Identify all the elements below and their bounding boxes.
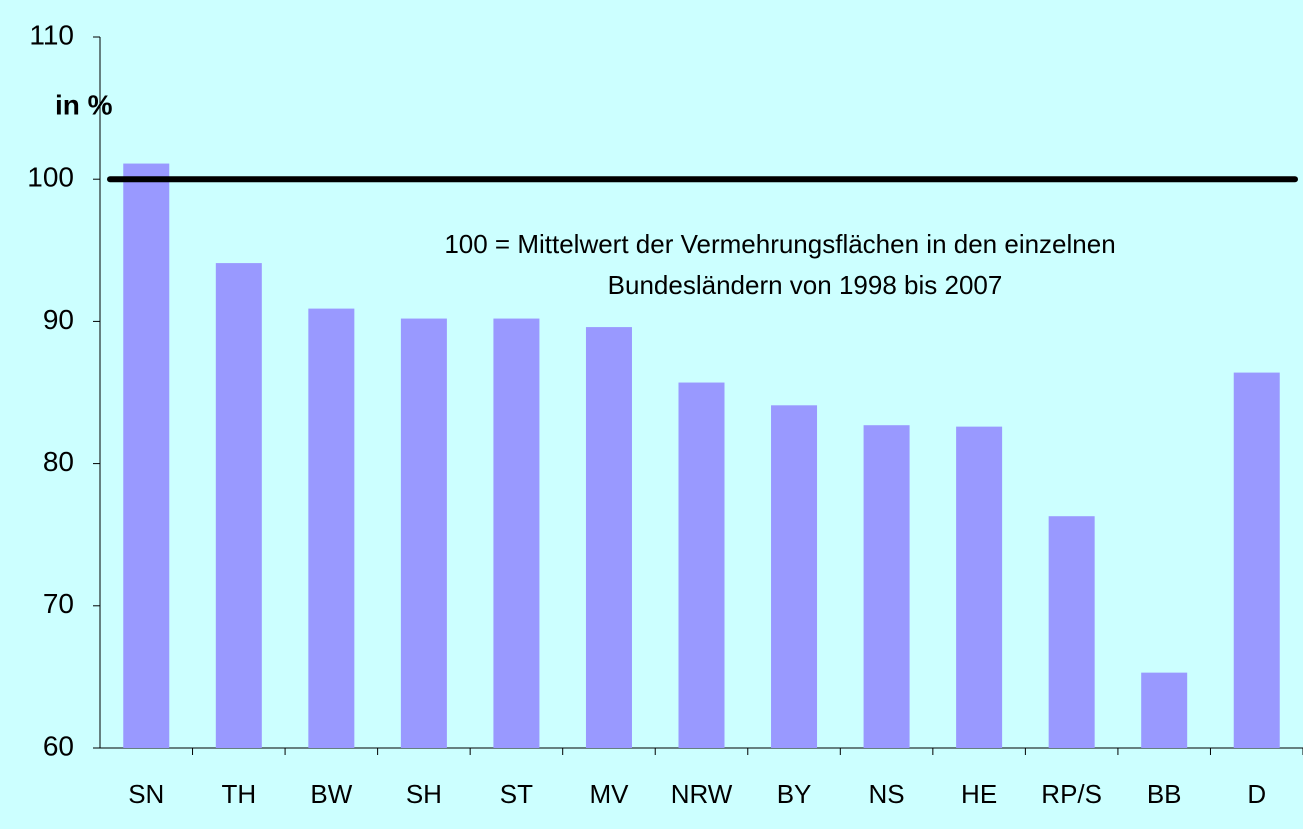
bar	[308, 308, 355, 748]
x-tick-label: HE	[961, 779, 997, 809]
bar	[771, 405, 818, 748]
bar	[956, 426, 1003, 748]
y-tick-label: 90	[43, 304, 74, 335]
x-tick-label: MV	[589, 779, 629, 809]
bar	[493, 318, 540, 748]
x-tick-label: RP/S	[1041, 779, 1102, 809]
bar	[1233, 372, 1280, 748]
x-tick-label: SH	[406, 779, 442, 809]
bar	[863, 425, 910, 748]
x-tick-label: TH	[221, 779, 256, 809]
x-tick-label: BW	[310, 779, 352, 809]
x-tick-label: SN	[128, 779, 164, 809]
bar	[1141, 672, 1188, 748]
bar	[400, 318, 447, 748]
y-axis-label: in %	[55, 89, 113, 120]
y-tick-label: 80	[43, 446, 74, 477]
x-tick-label: D	[1247, 779, 1266, 809]
bar	[215, 263, 262, 748]
bar	[585, 327, 632, 748]
annotation: Bundesländern von 1998 bis 2007	[608, 270, 1003, 300]
y-tick-label: 100	[27, 162, 74, 193]
bar	[678, 382, 725, 748]
x-tick-label: NRW	[671, 779, 733, 809]
y-tick-label: 110	[29, 19, 74, 50]
x-tick-label: BB	[1147, 779, 1182, 809]
bar	[123, 163, 170, 749]
x-tick-label: BY	[777, 779, 812, 809]
x-tick-label: NS	[869, 779, 905, 809]
bar	[1048, 516, 1095, 748]
x-tick-label: ST	[500, 779, 533, 809]
y-tick-label: 60	[43, 730, 74, 761]
annotation: 100 = Mittelwert der Vermehrungsflächen …	[444, 229, 1115, 259]
y-tick-label: 70	[43, 588, 74, 619]
